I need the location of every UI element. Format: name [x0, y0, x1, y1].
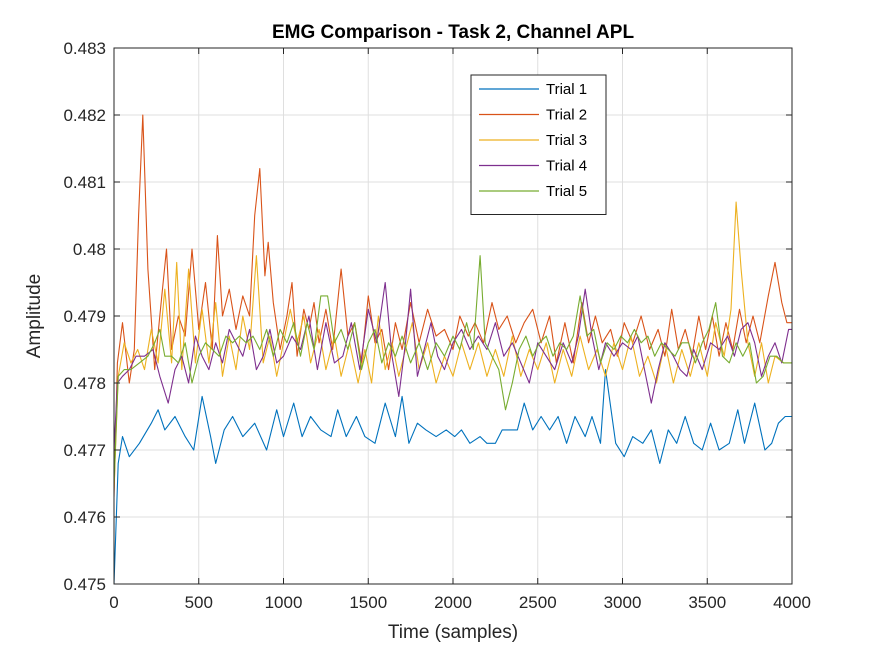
x-tick-label: 500: [185, 593, 213, 612]
y-tick-label: 0.481: [63, 173, 106, 192]
x-tick-label: 1500: [349, 593, 387, 612]
legend-label-trial-5: Trial 5: [546, 183, 587, 200]
series-line-trial-5: [114, 255, 792, 484]
y-tick-label: 0.483: [63, 39, 106, 58]
x-tick-label: 0: [109, 593, 118, 612]
ticks: 0 500 1000 1500 2000 2500 3000 3500 4000 0.475 0.4…: [63, 39, 810, 612]
y-tick-label: 0.478: [63, 374, 106, 393]
x-tick-label: 3000: [604, 593, 642, 612]
series-group: [114, 114, 792, 584]
chart-title: EMG Comparison - Task 2, Channel APL: [272, 22, 635, 43]
x-tick-label: 4000: [773, 593, 811, 612]
x-tick-label: 2500: [519, 593, 557, 612]
y-tick-label: 0.475: [63, 575, 106, 594]
x-tick-label: 3500: [688, 593, 726, 612]
legend-label-trial-4: Trial 4: [546, 158, 587, 175]
legend-label-trial-1: Trial 1: [546, 81, 587, 98]
legend-label-trial-2: Trial 2: [546, 107, 587, 124]
series-line-trial-4: [114, 281, 792, 451]
y-tick-label: 0.477: [63, 441, 106, 460]
x-tick-label: 2000: [434, 593, 472, 612]
series-line-trial-1: [114, 369, 792, 584]
y-tick-label: 0.48: [73, 240, 106, 259]
y-tick-label: 0.482: [63, 106, 106, 125]
y-axis-label: Amplitude: [24, 274, 45, 359]
legend: Trial 1 Trial 2 Trial 3 Trial 4 Trial 5: [470, 74, 607, 215]
y-tick-label: 0.476: [63, 508, 106, 527]
y-tick-label: 0.479: [63, 307, 106, 326]
legend-label-trial-3: Trial 3: [546, 132, 587, 149]
x-axis-label: Time (samples): [388, 622, 518, 643]
x-tick-label: 1000: [265, 593, 303, 612]
